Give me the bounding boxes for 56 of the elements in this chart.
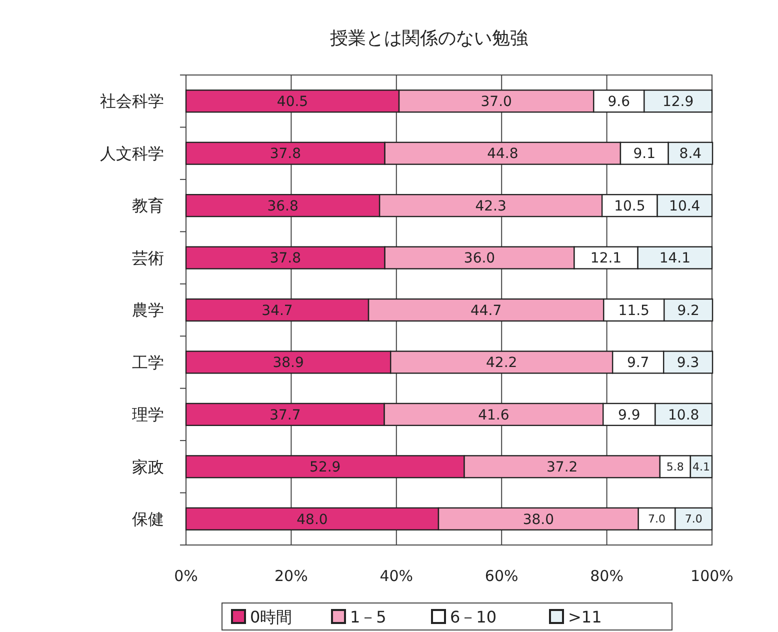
data-label: 44.8 bbox=[487, 146, 518, 162]
data-label: 9.2 bbox=[677, 302, 700, 319]
y-tick-label: 保健 bbox=[132, 509, 164, 528]
data-label: 9.7 bbox=[626, 355, 650, 372]
data-label: 48.0 bbox=[296, 512, 328, 528]
y-tick-label: 農学 bbox=[132, 300, 164, 320]
data-label: 12.9 bbox=[662, 94, 694, 110]
data-label: 37.8 bbox=[270, 146, 301, 162]
data-label: 37.0 bbox=[480, 94, 512, 110]
y-tick-label: 工学 bbox=[132, 352, 164, 372]
data-label: 9.9 bbox=[618, 407, 640, 424]
data-label: 40.5 bbox=[276, 94, 308, 110]
data-label: 42.3 bbox=[475, 198, 506, 214]
data-label: 4.1 bbox=[692, 460, 710, 474]
chart-title: 授業とは関係のない勉強 bbox=[330, 28, 528, 49]
y-tick-label: 人文科学 bbox=[100, 144, 164, 163]
data-label: 41.6 bbox=[478, 407, 510, 424]
data-label: 44.7 bbox=[470, 302, 502, 319]
data-label: 9.1 bbox=[633, 146, 656, 162]
data-label: 10.8 bbox=[668, 407, 700, 424]
y-tick-label: 芸術 bbox=[132, 248, 164, 268]
data-label: 10.5 bbox=[614, 198, 646, 214]
y-tick-label: 教育 bbox=[132, 196, 164, 216]
data-label: 14.1 bbox=[659, 250, 691, 267]
data-label: 37.7 bbox=[270, 407, 301, 424]
data-label: 9.3 bbox=[676, 355, 700, 372]
y-tick-label: 理学 bbox=[132, 405, 164, 424]
data-label: 42.2 bbox=[486, 355, 518, 372]
data-label: 37.2 bbox=[546, 460, 578, 476]
data-label: 38.9 bbox=[272, 355, 304, 372]
x-tick-label: 80% bbox=[590, 567, 624, 585]
data-label: 37.8 bbox=[270, 250, 301, 267]
data-label: 52.9 bbox=[310, 460, 341, 476]
y-tick-label: 社会科学 bbox=[100, 92, 164, 111]
x-tick-label: 0% bbox=[174, 567, 198, 585]
data-label: 7.0 bbox=[684, 512, 702, 526]
legend-label: >11 bbox=[568, 608, 602, 627]
data-label: 8.4 bbox=[679, 146, 702, 162]
legend-label: 0時間 bbox=[250, 608, 292, 627]
data-label: 7.0 bbox=[648, 512, 666, 526]
data-label: 34.7 bbox=[262, 302, 293, 319]
x-tick-label: 40% bbox=[380, 567, 414, 585]
legend-label: 6－10 bbox=[450, 608, 497, 627]
x-tick-label: 60% bbox=[484, 567, 518, 585]
x-tick-label: 20% bbox=[274, 567, 308, 585]
y-tick-label: 家政 bbox=[132, 457, 164, 476]
data-label: 5.8 bbox=[666, 460, 684, 474]
data-label: 36.0 bbox=[464, 250, 496, 267]
data-label: 38.0 bbox=[522, 512, 554, 528]
data-label: 10.4 bbox=[669, 198, 700, 214]
data-label: 12.1 bbox=[590, 250, 622, 267]
x-tick-label: 100% bbox=[690, 567, 734, 585]
data-label: 9.6 bbox=[608, 94, 630, 110]
data-label: 36.8 bbox=[267, 198, 298, 214]
data-label: 11.5 bbox=[618, 302, 650, 319]
legend-label: 1－5 bbox=[350, 608, 386, 627]
